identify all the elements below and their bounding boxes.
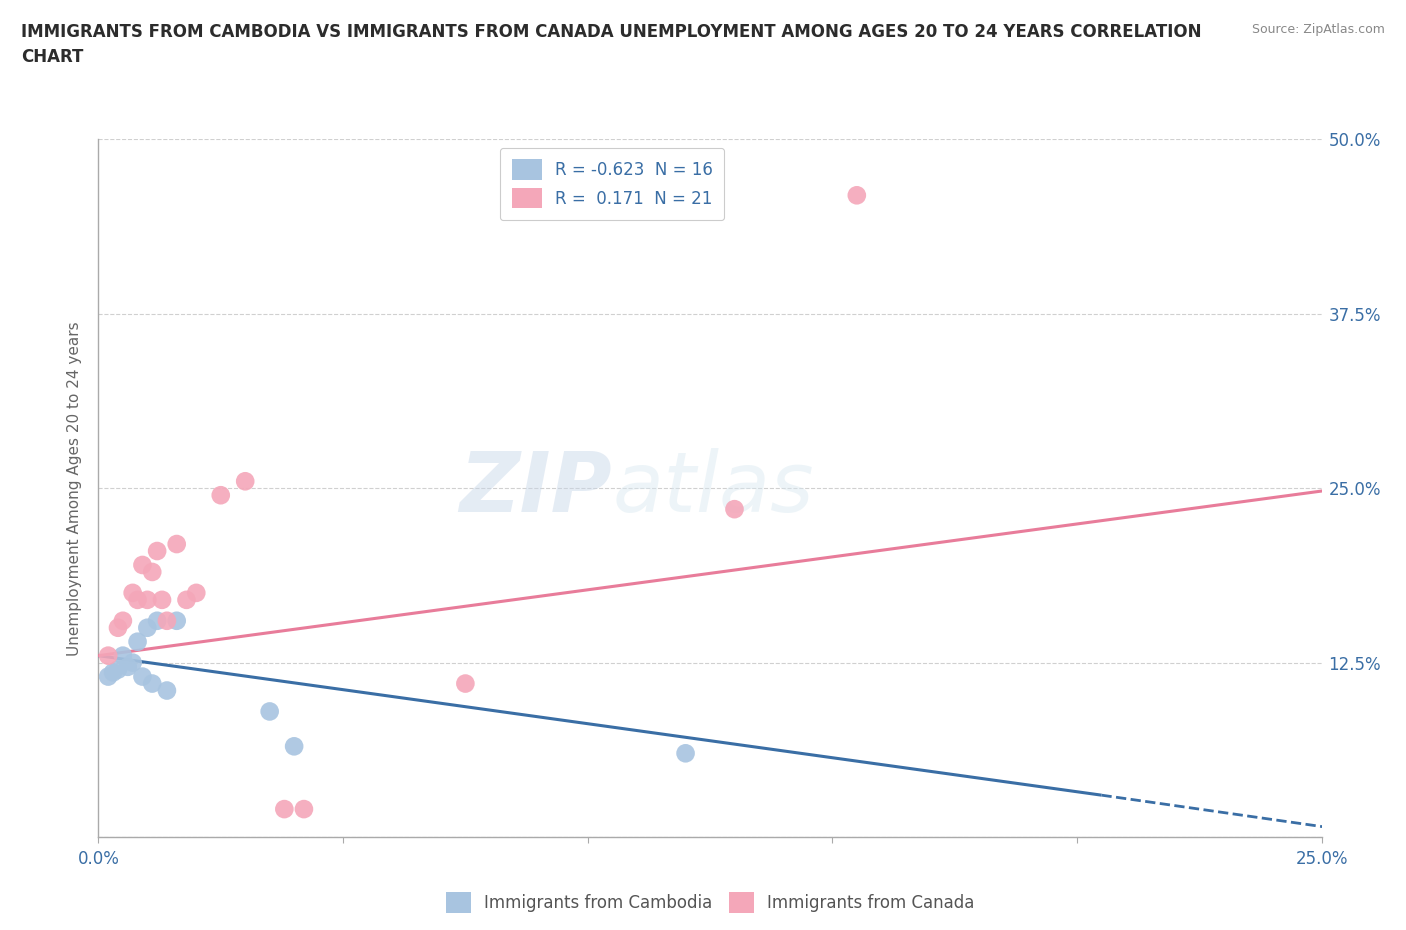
Point xyxy=(259,704,281,719)
Point xyxy=(111,648,134,663)
Point xyxy=(146,614,169,629)
Point xyxy=(131,670,153,684)
Point xyxy=(675,746,697,761)
Text: IMMIGRANTS FROM CAMBODIA VS IMMIGRANTS FROM CANADA UNEMPLOYMENT AMONG AGES 20 TO: IMMIGRANTS FROM CAMBODIA VS IMMIGRANTS F… xyxy=(21,23,1202,66)
Point xyxy=(107,620,129,635)
Point xyxy=(131,558,153,573)
Point xyxy=(156,614,179,629)
Point xyxy=(101,665,124,680)
Point xyxy=(97,648,120,663)
Legend: Immigrants from Cambodia, Immigrants from Canada: Immigrants from Cambodia, Immigrants fro… xyxy=(439,885,981,920)
Point xyxy=(127,592,149,607)
Point xyxy=(136,620,159,635)
Point xyxy=(723,502,745,517)
Point xyxy=(156,683,179,698)
Point xyxy=(209,488,232,503)
Point xyxy=(121,656,143,671)
Point xyxy=(111,614,134,629)
Point xyxy=(283,738,305,753)
Point xyxy=(107,662,129,677)
Point xyxy=(166,537,188,551)
Point xyxy=(273,802,295,817)
Text: Source: ZipAtlas.com: Source: ZipAtlas.com xyxy=(1251,23,1385,36)
Point xyxy=(146,543,169,558)
Point xyxy=(176,592,198,607)
Point xyxy=(121,586,143,601)
Point xyxy=(845,188,868,203)
Y-axis label: Unemployment Among Ages 20 to 24 years: Unemployment Among Ages 20 to 24 years xyxy=(67,321,83,656)
Text: ZIP: ZIP xyxy=(460,447,612,529)
Point xyxy=(127,634,149,649)
Point xyxy=(233,474,256,489)
Point xyxy=(166,614,188,629)
Point xyxy=(141,565,163,579)
Point xyxy=(136,592,159,607)
Point xyxy=(292,802,315,817)
Point xyxy=(141,676,163,691)
Point xyxy=(150,592,173,607)
Point xyxy=(97,670,120,684)
Text: atlas: atlas xyxy=(612,447,814,529)
Point xyxy=(186,586,208,601)
Point xyxy=(117,659,139,674)
Point xyxy=(454,676,477,691)
